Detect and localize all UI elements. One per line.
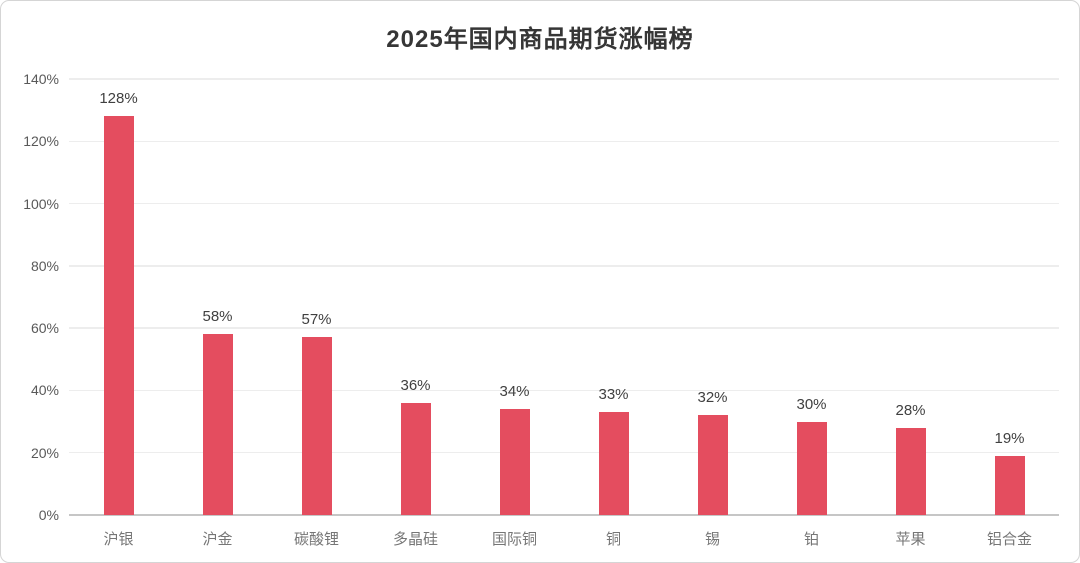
x-category-label: 铂	[803, 531, 819, 548]
bar-value-label: 34%	[499, 383, 530, 401]
bar	[697, 415, 728, 515]
bar	[598, 412, 629, 515]
y-axis-tick-label: 140%	[23, 71, 59, 87]
bar-value-label: 57%	[301, 311, 332, 329]
grid-line	[69, 78, 1059, 80]
x-category-label: 国际铜	[491, 531, 537, 548]
y-axis-tick-label: 100%	[23, 195, 59, 212]
grid-line	[69, 265, 1059, 267]
y-axis-tick-label: 20%	[30, 444, 59, 461]
bar	[103, 116, 134, 515]
bar-value-label: 58%	[202, 308, 233, 326]
bar-value-label: 33%	[598, 386, 629, 404]
x-axis-line	[69, 514, 1059, 516]
y-axis-tick-label: 0%	[38, 507, 59, 523]
x-category-label: 多晶硅	[392, 531, 438, 548]
bar	[796, 421, 827, 515]
grid-line	[69, 140, 1059, 143]
x-category-label: 沪金	[202, 531, 233, 548]
y-axis-tick-label: 120%	[23, 133, 59, 150]
bar	[301, 337, 332, 515]
x-category-label: 沪银	[103, 531, 134, 548]
bar	[202, 334, 233, 515]
bar-value-label: 128%	[99, 90, 138, 108]
x-category-label: 铝合金	[986, 531, 1032, 548]
x-category-label: 碳酸锂	[293, 531, 339, 548]
bar	[400, 402, 431, 515]
bar-value-label: 19%	[994, 429, 1025, 447]
chart-title: 2025年国内商品期货涨幅榜	[386, 26, 694, 53]
bar	[994, 455, 1025, 515]
grid-line	[69, 327, 1059, 329]
x-category-label: 铜	[605, 531, 621, 548]
bar-value-label: 28%	[895, 401, 926, 419]
bar-value-label: 36%	[400, 376, 431, 394]
bar-value-label: 30%	[796, 395, 827, 413]
bar	[499, 409, 530, 515]
y-axis-tick-label: 40%	[30, 382, 59, 399]
y-axis-tick-label: 60%	[30, 320, 59, 337]
grid-line	[69, 389, 1059, 392]
bar	[895, 427, 926, 515]
bar-value-label: 32%	[697, 389, 728, 407]
y-axis-tick-label: 80%	[30, 257, 59, 274]
grid-line	[69, 202, 1059, 205]
x-category-label: 锡	[704, 531, 720, 548]
grid-line	[69, 451, 1059, 454]
x-category-label: 苹果	[895, 531, 926, 548]
